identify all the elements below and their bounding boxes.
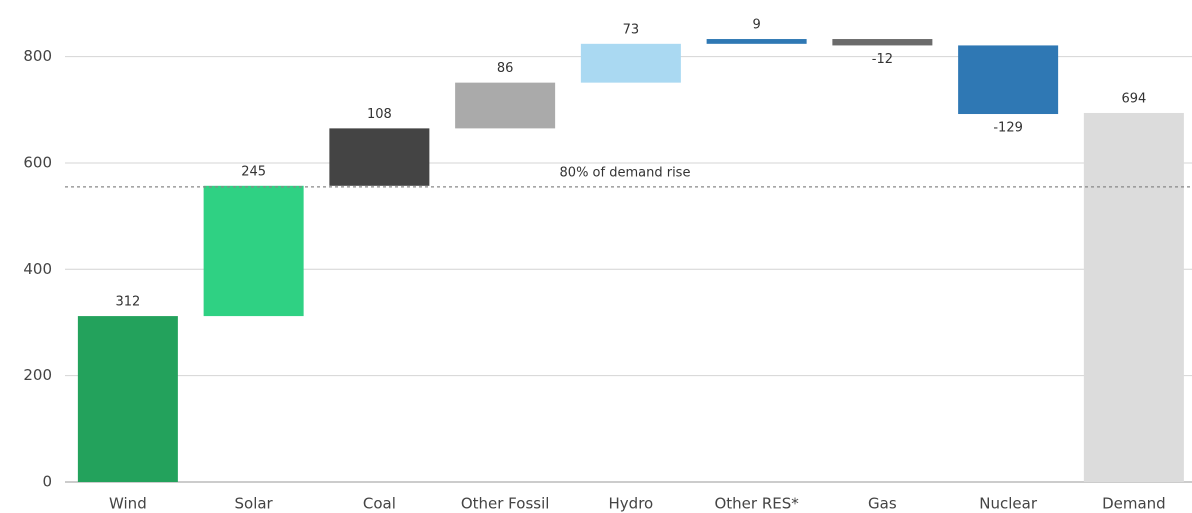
reference-label: 80% of demand rise (560, 165, 691, 180)
x-tick-label: Other RES* (714, 495, 799, 513)
value-label: 86 (497, 61, 514, 76)
bar (1083, 112, 1184, 482)
y-tick-label: 200 (23, 366, 52, 384)
bar (706, 39, 807, 44)
value-label: 694 (1121, 91, 1146, 106)
value-label: 108 (367, 107, 392, 122)
bar (832, 39, 933, 46)
y-tick-label: 0 (42, 473, 52, 491)
x-tick-label: Solar (235, 495, 274, 513)
bar (580, 43, 681, 83)
bar (958, 45, 1059, 115)
value-label: 73 (623, 22, 640, 37)
y-tick-label: 800 (23, 47, 52, 65)
bar (203, 185, 304, 317)
x-tick-label: Demand (1102, 495, 1166, 513)
value-label: 312 (115, 295, 140, 310)
x-tick-label: Coal (363, 495, 396, 513)
value-label: -12 (872, 52, 893, 67)
value-label: 245 (241, 164, 266, 179)
value-label: -129 (993, 121, 1023, 136)
x-tick-label: Nuclear (979, 495, 1038, 513)
bar (329, 128, 430, 186)
y-tick-label: 600 (23, 153, 52, 171)
x-tick-label: Other Fossil (461, 495, 550, 513)
y-tick-label: 400 (23, 260, 52, 278)
bar (77, 316, 178, 482)
bar (455, 82, 556, 129)
x-tick-label: Wind (109, 495, 147, 513)
x-tick-label: Hydro (609, 495, 654, 513)
value-label: 9 (752, 18, 760, 33)
x-tick-label: Gas (868, 495, 897, 513)
